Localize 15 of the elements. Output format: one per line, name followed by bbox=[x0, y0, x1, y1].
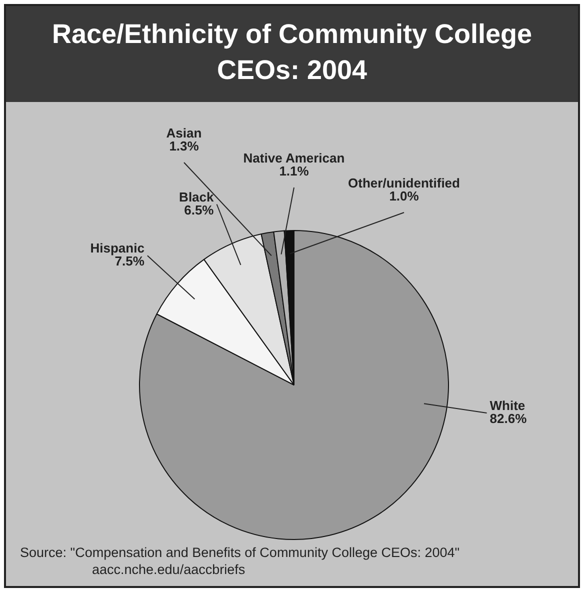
data-label: 1.0% bbox=[389, 188, 420, 204]
data-label: 6.5% bbox=[184, 202, 214, 218]
data-label: 1.3% bbox=[169, 138, 200, 154]
slice-label: Black bbox=[179, 189, 215, 204]
data-label: 1.1% bbox=[279, 164, 310, 179]
chart-title: Race/Ethnicity of Community College CEOs: 2004 bbox=[6, 6, 578, 102]
slice-label: Other/unidentified bbox=[348, 176, 460, 191]
source-note: Source: "Compensation and Benefits of Community College CEOs: 2004" bbox=[20, 544, 460, 561]
slice-label: Hispanic bbox=[90, 240, 144, 256]
slice-label: Native American bbox=[243, 150, 345, 166]
data-label: 82.6% bbox=[490, 411, 528, 426]
slice-label: White bbox=[490, 398, 526, 414]
slice-label: Asian bbox=[166, 126, 202, 141]
data-label: 7.5% bbox=[114, 254, 145, 269]
text: aacc.nche.edu/aaccbriefs bbox=[91, 561, 246, 578]
